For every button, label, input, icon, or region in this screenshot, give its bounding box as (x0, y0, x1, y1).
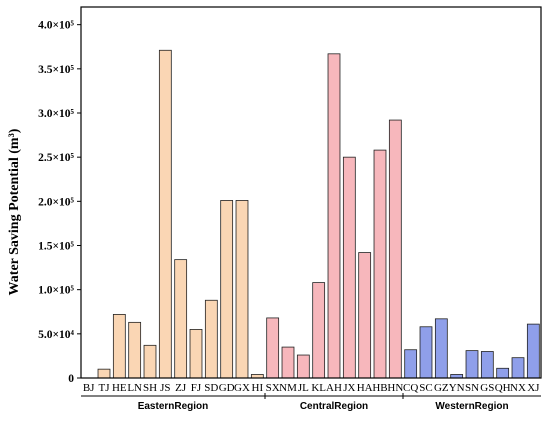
x-tick-label: BJ (83, 382, 95, 394)
bar-qh (496, 367, 510, 379)
bar-gz (434, 318, 448, 379)
x-tick-label: YN (449, 382, 465, 394)
x-tick-label: HB (372, 382, 387, 394)
bar-jx (342, 156, 356, 379)
y-tick-label: 5.0×10⁴ (38, 329, 74, 341)
y-tick-label: 0 (68, 373, 74, 385)
bar-xj (526, 323, 540, 379)
x-tick-label: JS (160, 382, 170, 394)
x-tick-label: SN (465, 382, 479, 394)
x-tick-label: HA (357, 382, 373, 394)
x-tick-label: SC (419, 382, 432, 394)
x-tick-label: HN (387, 382, 403, 394)
bar-ln (128, 321, 142, 379)
bar-fj (189, 329, 203, 379)
bar-gs (480, 351, 494, 379)
x-tick-label: QH (495, 382, 511, 394)
bar-sc (419, 326, 433, 379)
x-axis-tick-labels: BJ TJ HE LN SH JS ZJ FJ SD GD GX HI SX NM JL KL AH JX HA HB… (83, 382, 540, 394)
group-label-centralregion: CentralRegion (300, 401, 368, 412)
bar-gx (235, 200, 249, 379)
y-tick-label: 4.0×10⁵ (38, 20, 74, 32)
bar-nm (281, 346, 295, 379)
x-tick-label: NX (510, 382, 526, 394)
x-tick-label: HI (252, 382, 264, 394)
bar-js (158, 49, 172, 379)
bar-sd (204, 299, 218, 379)
group-label-westernregion: WesternRegion (435, 401, 508, 412)
region-groups: EasternRegion CentralRegion WesternRegion (81, 393, 541, 412)
bar-ha (358, 252, 372, 379)
x-tick-label: AH (326, 382, 342, 394)
x-tick-label: KL (311, 382, 326, 394)
bar-sn (465, 350, 479, 379)
x-tick-label: TJ (99, 382, 111, 394)
x-tick-label: JX (343, 382, 355, 394)
y-tick-label: 3.5×10⁵ (38, 64, 74, 76)
y-axis-title-group: Water Saving Potential (m³) (7, 128, 22, 295)
bar-hn (388, 119, 402, 379)
x-tick-label: XJ (527, 382, 540, 394)
bars (97, 49, 540, 379)
bar-jl (296, 354, 310, 379)
y-tick-label: 2.0×10⁵ (38, 196, 74, 208)
x-tick-label: JL (298, 382, 309, 394)
y-tick-label: 2.5×10⁵ (38, 152, 74, 164)
bar-sx (266, 317, 280, 379)
x-tick-label: HE (112, 382, 127, 394)
bar-nx (511, 357, 525, 379)
bar-kl (312, 282, 326, 379)
x-tick-label: SD (204, 382, 218, 394)
bar-ah (327, 53, 341, 379)
bar-sh (143, 344, 157, 379)
group-label-easternregion: EasternRegion (138, 401, 209, 412)
x-tick-label: CQ (403, 382, 418, 394)
x-tick-label: ZJ (175, 382, 187, 394)
bar-cq (404, 349, 418, 379)
bar-zj (174, 259, 188, 379)
y-axis-title: Water Saving Potential (m³) (7, 128, 22, 295)
y-axis-ticks: 0 5.0×10⁴ 1.0×10⁵ 1.5×10⁵ 2.0×10⁵ 2.5×10⁵ 3.0×… (38, 20, 81, 385)
x-tick-label: SH (143, 382, 157, 394)
y-tick-label: 1.0×10⁵ (38, 285, 74, 297)
y-tick-label: 3.0×10⁵ (38, 108, 74, 120)
bar-he (112, 313, 126, 379)
bar-tj (97, 368, 111, 379)
bar-hb (373, 149, 387, 379)
x-tick-label: FJ (191, 382, 202, 394)
y-tick-label: 1.5×10⁵ (38, 241, 74, 253)
x-tick-label: SX (266, 382, 280, 394)
x-tick-label: NM (279, 382, 297, 394)
x-tick-label: GZ (434, 382, 449, 394)
x-tick-label: GX (234, 382, 250, 394)
x-tick-label: GD (219, 382, 235, 394)
x-tick-label: LN (127, 382, 142, 394)
plot-frame (80, 6, 542, 379)
bar-gd (220, 200, 234, 379)
x-tick-label: GS (480, 382, 494, 394)
